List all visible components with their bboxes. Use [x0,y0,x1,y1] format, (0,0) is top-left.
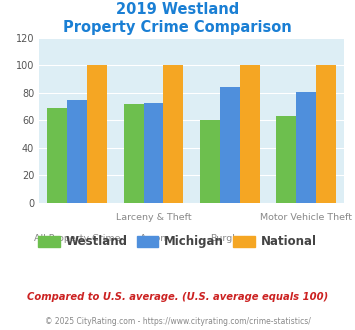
Bar [296,91,316,203]
Bar [67,100,87,203]
Bar [144,103,163,203]
Bar [200,120,220,203]
Bar [163,65,183,203]
Text: 2019 Westland: 2019 Westland [116,2,239,16]
Text: All Property Crime: All Property Crime [34,234,120,243]
Legend: Westland, Michigan, National: Westland, Michigan, National [34,231,321,253]
Text: Arson: Arson [140,234,167,243]
Bar [87,65,107,203]
Text: Burglary: Burglary [210,234,250,243]
Bar [240,65,260,203]
Bar [124,104,144,203]
Bar [220,87,240,203]
Text: Compared to U.S. average. (U.S. average equals 100): Compared to U.S. average. (U.S. average … [27,292,328,302]
Text: Larceny & Theft: Larceny & Theft [116,213,191,222]
Text: Property Crime Comparison: Property Crime Comparison [63,20,292,35]
Text: Motor Vehicle Theft: Motor Vehicle Theft [260,213,352,222]
Bar [48,108,67,203]
Bar [277,116,296,203]
Bar [316,65,336,203]
Text: © 2025 CityRating.com - https://www.cityrating.com/crime-statistics/: © 2025 CityRating.com - https://www.city… [45,317,310,326]
